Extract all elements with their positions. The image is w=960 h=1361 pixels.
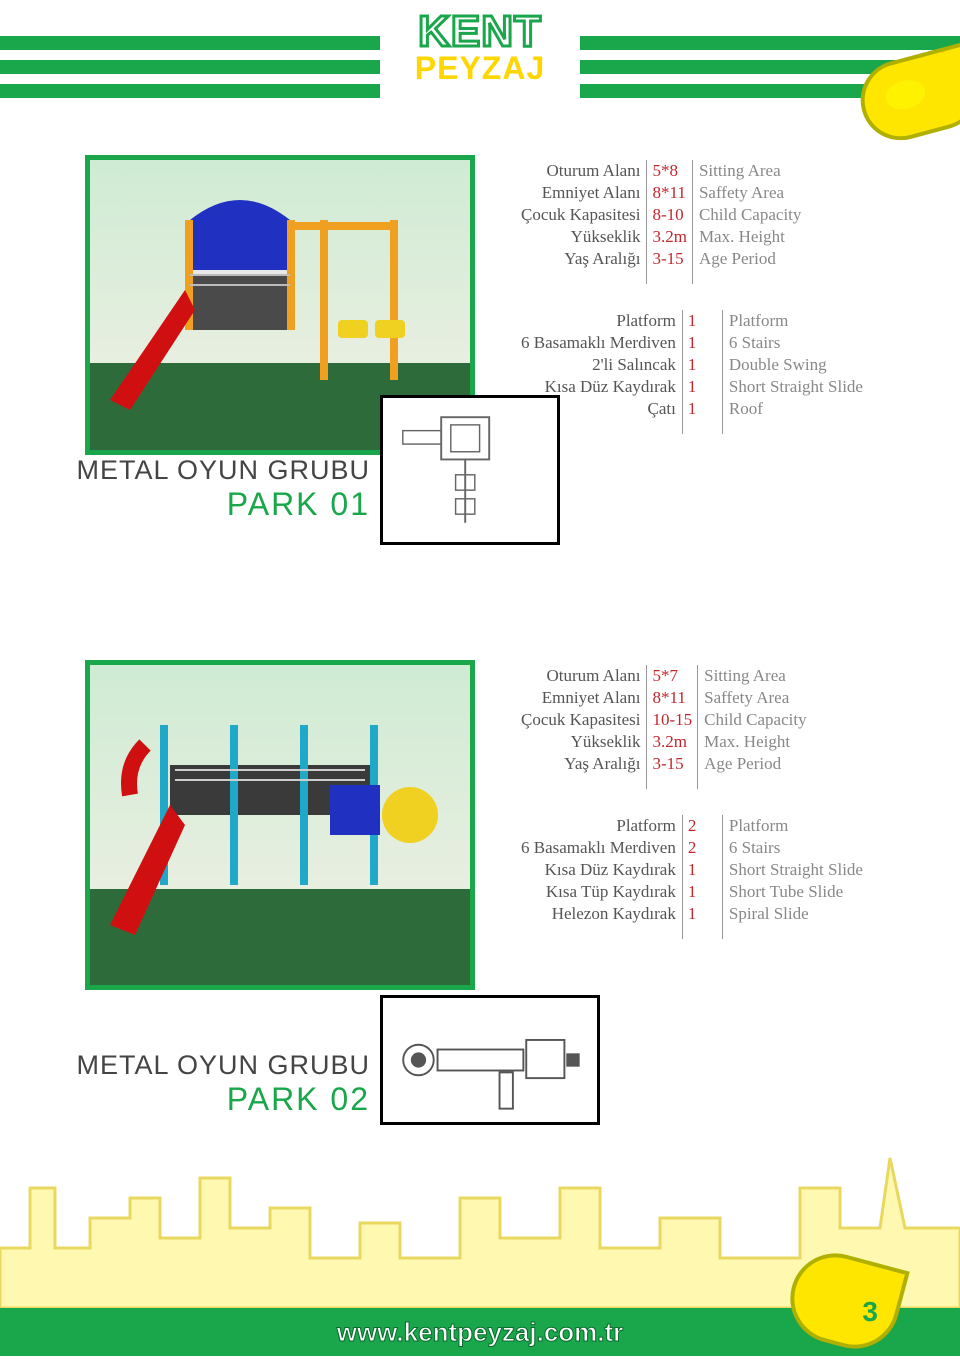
spec-value: 5*7	[647, 665, 698, 687]
spec-value: 2	[682, 837, 722, 859]
spec-value: 1	[682, 881, 722, 903]
spec-label-tr: Yükseklik	[515, 731, 647, 753]
spec-value: 1	[682, 354, 722, 376]
spec-label-tr: Kısa Tüp Kaydırak	[515, 881, 682, 903]
brand-line2: PEYZAJ	[380, 52, 580, 84]
spec-label-en: Child Capacity	[692, 204, 807, 226]
brand-logo: KENT PEYZAJ	[380, 10, 580, 120]
spec-label-en: Max. Height	[698, 731, 813, 753]
spec-value: 1	[682, 310, 722, 332]
spec-label-en: Age Period	[698, 753, 813, 775]
spec-value: 8*11	[647, 687, 698, 709]
spec-label-en: Sitting Area	[692, 160, 807, 182]
spec-label-tr: Platform	[515, 815, 682, 837]
spec-label-tr: Emniyet Alanı	[515, 182, 647, 204]
spec-label-tr: Çocuk Kapasitesi	[515, 709, 647, 731]
spec-label-tr: Oturum Alanı	[515, 665, 647, 687]
spec-value: 3-15	[647, 753, 698, 775]
product-title-2: METAL OYUN GRUBU PARK 02	[40, 1050, 370, 1118]
spec-value: 8-10	[647, 204, 692, 226]
spec-label-en: Max. Height	[692, 226, 807, 248]
spec-label-tr: Yaş Aralığı	[515, 248, 647, 270]
spec-value: 8*11	[647, 182, 692, 204]
spec-label-en: Saffety Area	[698, 687, 813, 709]
spec-label-en: Child Capacity	[698, 709, 813, 731]
product-category: METAL OYUN GRUBU	[40, 455, 370, 486]
page-number: 3	[862, 1296, 878, 1328]
spec-label-tr: Yaş Aralığı	[515, 753, 647, 775]
spec-label-en: Platform	[722, 310, 869, 332]
product-name: PARK 02	[40, 1081, 370, 1118]
spec-label-tr: Emniyet Alanı	[515, 687, 647, 709]
spec-value: 3.2m	[647, 226, 692, 248]
spec-value: 1	[682, 376, 722, 398]
specs-table-2: Oturum Alanı5*7Sitting Area Emniyet Alanı…	[515, 665, 813, 789]
spec-label-tr: 2'li Salıncak	[515, 354, 682, 376]
spec-label-tr: Helezon Kaydırak	[515, 903, 682, 925]
spec-value: 1	[682, 398, 722, 420]
spec-label-en: Sitting Area	[698, 665, 813, 687]
product-title-1: METAL OYUN GRUBU PARK 01	[40, 455, 370, 523]
spec-label-tr: 6 Basamaklı Merdiven	[515, 837, 682, 859]
spec-label-tr: 6 Basamaklı Merdiven	[515, 332, 682, 354]
spec-value: 2	[682, 815, 722, 837]
spec-value: 5*8	[647, 160, 692, 182]
spec-value: 1	[682, 859, 722, 881]
spec-label-en: Age Period	[692, 248, 807, 270]
spec-label-en: Short Straight Slide	[722, 859, 869, 881]
spec-label-en: Short Straight Slide	[722, 376, 869, 398]
spec-label-tr: Platform	[515, 310, 682, 332]
spec-label-en: Short Tube Slide	[722, 881, 869, 903]
specs-table-1: Oturum Alanı5*8Sitting Area Emniyet Alanı…	[515, 160, 807, 284]
spec-label-tr: Oturum Alanı	[515, 160, 647, 182]
plan-diagram-2	[380, 995, 600, 1125]
product-category: METAL OYUN GRUBU	[40, 1050, 370, 1081]
plan-diagram-1	[380, 395, 560, 545]
brand-line1: KENT	[380, 10, 580, 54]
spec-label-tr: Yükseklik	[515, 226, 647, 248]
spec-value: 3-15	[647, 248, 692, 270]
spec-value: 1	[682, 903, 722, 925]
spec-value: 1	[682, 332, 722, 354]
spec-label-en: Roof	[722, 398, 869, 420]
product-image-2	[85, 660, 475, 990]
spec-label-en: Spiral Slide	[722, 903, 869, 925]
components-table-2: Platform2Platform6 Basamaklı Merdiven26 …	[515, 815, 869, 939]
components-table-1: Platform1Platform6 Basamaklı Merdiven16 …	[515, 310, 869, 434]
spec-label-en: 6 Stairs	[722, 837, 869, 859]
spec-value: 3.2m	[647, 731, 698, 753]
product-name: PARK 01	[40, 486, 370, 523]
footer-url: www.kentpeyzaj.com.tr	[337, 1317, 624, 1347]
spec-label-en: Saffety Area	[692, 182, 807, 204]
spec-label-en: Platform	[722, 815, 869, 837]
spec-value: 10-15	[647, 709, 698, 731]
spec-label-en: 6 Stairs	[722, 332, 869, 354]
specs-rows: Oturum Alanı5*8Sitting Area Emniyet Alanı…	[515, 160, 807, 284]
spec-label-en: Double Swing	[722, 354, 869, 376]
spec-label-tr: Kısa Düz Kaydırak	[515, 859, 682, 881]
spec-label-tr: Çocuk Kapasitesi	[515, 204, 647, 226]
